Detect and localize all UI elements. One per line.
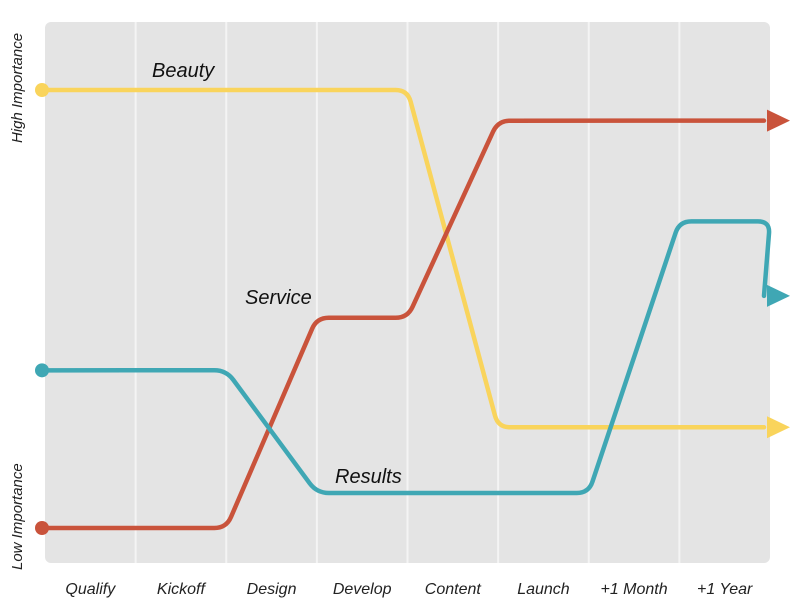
x-tick-label-develop: Develop bbox=[333, 581, 392, 598]
x-tick-label-1-month: +1 Month bbox=[600, 581, 667, 598]
x-tick-label-qualify: Qualify bbox=[65, 581, 116, 598]
series-end-arrow-beauty bbox=[767, 416, 790, 439]
series-end-arrow-service bbox=[767, 109, 790, 132]
series-start-dot-beauty bbox=[35, 83, 49, 97]
x-tick-label-kickoff: Kickoff bbox=[157, 581, 207, 598]
series-labels: Beauty Service Results bbox=[152, 60, 402, 488]
series-label-beauty: Beauty bbox=[152, 60, 215, 82]
gridlines bbox=[134, 22, 681, 563]
x-tick-label-design: Design bbox=[247, 581, 297, 598]
series-label-results: Results bbox=[335, 466, 402, 488]
x-tick-label-content: Content bbox=[425, 581, 482, 598]
series-end-arrow-results bbox=[767, 284, 790, 307]
series-line-service bbox=[39, 118, 767, 531]
series-label-service: Service bbox=[245, 287, 312, 309]
x-tick-label-1-year: +1 Year bbox=[697, 581, 753, 598]
x-tick-label-launch: Launch bbox=[517, 581, 570, 598]
series-line-beauty bbox=[39, 87, 767, 430]
x-axis-ticks: Qualify Kickoff Design Develop Content Launch… bbox=[65, 581, 753, 598]
series-start-dot-service bbox=[35, 521, 49, 535]
y-axis-high-label: High Importance bbox=[9, 33, 26, 143]
y-axis-low-label: Low Importance bbox=[9, 463, 26, 570]
series-lines bbox=[35, 83, 790, 535]
series-start-dot-results bbox=[35, 363, 49, 378]
series-line-results bbox=[39, 219, 772, 496]
